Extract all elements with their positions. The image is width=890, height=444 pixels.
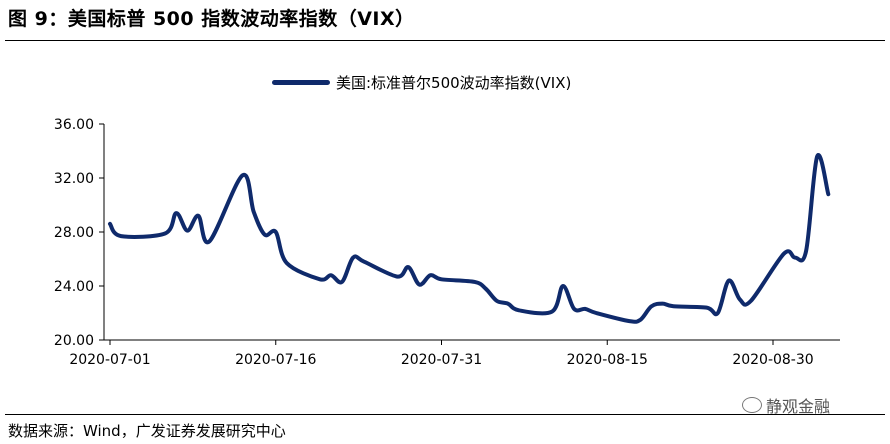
data-point — [815, 154, 819, 158]
data-point — [196, 214, 200, 218]
y-tick-label: 36.00 — [54, 117, 94, 133]
figure-title: 图 9：美国标普 500 指数波动率指数（VIX） — [8, 8, 415, 30]
series-line-vix — [108, 153, 831, 324]
data-point — [351, 256, 355, 260]
data-point — [241, 173, 245, 177]
data-point — [340, 280, 344, 284]
data-point — [517, 308, 521, 312]
watermark: 静观金融 — [742, 393, 830, 417]
data-point — [495, 299, 499, 303]
data-point — [716, 311, 720, 315]
data-point — [727, 279, 731, 283]
legend-swatch — [272, 80, 330, 85]
data-point — [417, 283, 421, 287]
data-point — [362, 260, 366, 264]
data-point — [672, 304, 676, 308]
data-point — [506, 302, 510, 306]
data-point — [627, 319, 631, 323]
data-point — [804, 249, 808, 253]
title-rule — [5, 40, 885, 41]
y-tick-label: 32.00 — [54, 171, 94, 187]
data-point — [329, 273, 333, 277]
watermark-text: 静观金融 — [766, 397, 831, 416]
data-point — [638, 318, 642, 322]
x-tick-label: 2020-07-16 — [235, 352, 316, 368]
data-point — [252, 210, 256, 214]
data-point — [661, 302, 665, 306]
data-point — [473, 280, 477, 284]
y-tick-label: 20.00 — [54, 333, 94, 349]
data-point — [428, 273, 432, 277]
data-point — [174, 211, 178, 215]
wechat-icon — [742, 397, 762, 413]
data-point — [274, 230, 278, 234]
data-point — [793, 256, 797, 260]
legend-label: 美国:标准普尔500波动率指数(VIX) — [336, 74, 572, 92]
data-point — [207, 239, 211, 243]
data-point — [583, 307, 587, 311]
data-point — [826, 192, 830, 196]
data-point — [395, 275, 399, 279]
x-tick-label: 2020-07-01 — [69, 352, 150, 368]
data-point — [572, 307, 576, 311]
source-rule — [5, 414, 885, 415]
y-tick-label: 24.00 — [54, 279, 94, 295]
data-point — [119, 234, 123, 238]
data-point — [185, 229, 189, 233]
x-tick-label: 2020-07-31 — [401, 352, 482, 368]
data-point — [440, 277, 444, 281]
data-point — [550, 310, 554, 314]
x-tick-label: 2020-08-30 — [732, 352, 813, 368]
data-point — [263, 233, 267, 237]
data-point — [318, 277, 322, 281]
data-point — [484, 287, 488, 291]
data-point — [406, 265, 410, 269]
source-note: 数据来源：Wind，广发证券发展研究中心 — [8, 422, 286, 440]
data-point — [749, 299, 753, 303]
data-point — [650, 304, 654, 308]
data-point — [705, 306, 709, 310]
data-point — [594, 311, 598, 315]
data-point — [108, 222, 112, 226]
chart-legend: 美国:标准普尔500波动率指数(VIX) — [272, 72, 571, 93]
data-point — [163, 231, 167, 235]
data-point — [561, 284, 565, 288]
y-tick-label: 28.00 — [54, 225, 94, 241]
x-tick-label: 2020-08-15 — [567, 352, 648, 368]
data-point — [782, 252, 786, 256]
data-point — [738, 298, 742, 302]
data-point — [285, 261, 289, 265]
